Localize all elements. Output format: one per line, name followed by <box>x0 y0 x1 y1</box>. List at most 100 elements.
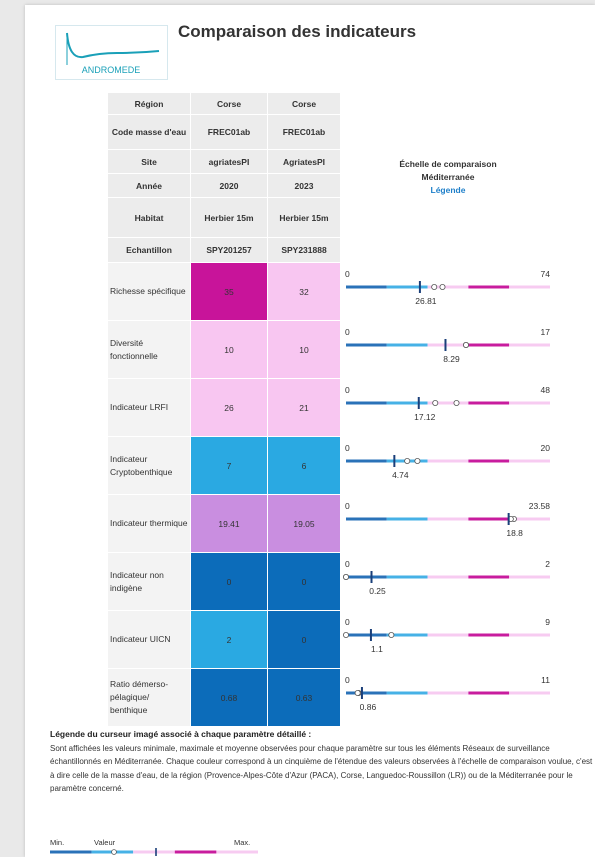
scale-segment <box>216 850 258 854</box>
indicator-value: 0 <box>267 610 341 669</box>
scale-segment <box>386 401 428 405</box>
header-value: 2020 <box>190 173 268 198</box>
scale-segment <box>509 633 550 637</box>
indicator-value: 0.63 <box>267 668 341 727</box>
scale-cell: 0 17 8.29 <box>340 320 556 379</box>
scale-max: 17 <box>541 327 551 337</box>
indicator-value: 35 <box>190 262 268 321</box>
legend-text: Sont affichées les valeurs minimale, max… <box>50 743 593 794</box>
value-marker <box>432 399 439 406</box>
mean-label: 18.8 <box>506 528 523 538</box>
scale: 0 48 17.12 <box>345 385 551 422</box>
indicator-value: 19.05 <box>267 494 341 553</box>
indicator-value: 0.68 <box>190 668 268 727</box>
scale-max: 23.58 <box>529 501 551 511</box>
scale-segment <box>386 575 428 579</box>
scale-min: 0 <box>345 559 350 569</box>
scale-segment <box>427 517 469 521</box>
indicator-label: Indicateur LRFI <box>107 378 191 437</box>
indicator-label: Indicateur thermique <box>107 494 191 553</box>
value-marker <box>354 689 361 696</box>
indicator-value: 19.41 <box>190 494 268 553</box>
value-marker <box>343 573 349 580</box>
scale-segment <box>427 575 469 579</box>
table-body: Région Corse Corse Échelle de comparaison Mé… <box>107 92 556 727</box>
scale-min: 0 <box>345 269 350 279</box>
scale-cell: 0 23.58 18.8 <box>340 494 556 553</box>
scale-title: Échelle de comparaison <box>399 159 497 169</box>
comparison-table: Région Corse Corse Échelle de comparaison Mé… <box>107 92 556 727</box>
logo-text: ANDROMEDE <box>82 65 141 75</box>
mini-label: Valeur <box>94 838 116 847</box>
mean-label: 0.86 <box>360 702 377 712</box>
scale-cell: 0 48 17.12 <box>340 378 556 437</box>
scale: 0 23.58 18.8 <box>345 501 551 538</box>
value-marker <box>439 283 446 290</box>
scale-max: 48 <box>541 385 551 395</box>
value-marker <box>463 341 470 348</box>
scale-cell: 0 11 0.86 <box>340 668 556 727</box>
indicator-value: 32 <box>267 262 341 321</box>
scale: 0 91.1 <box>343 617 550 654</box>
scale-segment <box>468 633 510 637</box>
mean-label: 1.1 <box>371 644 383 654</box>
scale-segment <box>50 850 92 854</box>
indicator-row: Indicateur thermique 19.41 19.05 0 23.58 18.8 <box>107 494 556 553</box>
indicator-value: 6 <box>267 436 341 495</box>
scale-cell: 0 20 4.74 <box>340 436 556 495</box>
legend-link[interactable]: Légende <box>430 185 466 195</box>
scale-min: 0 <box>345 501 350 511</box>
scale-cell: 0 2 0.25 <box>340 552 556 611</box>
scale-segment <box>427 691 469 695</box>
indicator-row: Indicateur Cryptobenthique 7 6 0 20 4.74 <box>107 436 556 495</box>
header-value: agriatesPI <box>190 149 268 174</box>
header-row: Site agriatesPI AgriatesPI <box>107 149 556 174</box>
indicator-label: Diversité fonctionnelle <box>107 320 191 379</box>
scale: 0 74 26.81 <box>345 269 550 306</box>
scale-min: 0 <box>345 443 350 453</box>
scale-max: 9 <box>545 617 550 627</box>
value-marker <box>414 457 421 464</box>
scale-segment <box>386 691 428 695</box>
mini-label: Max. <box>234 838 250 847</box>
scale-segment <box>509 285 550 289</box>
scale-cell: 0 9 1.1 <box>340 610 556 669</box>
scale: 0 11 0.86 <box>345 675 550 712</box>
mean-label: 26.81 <box>415 296 437 306</box>
header-row: Code masse d'eau FREC01ab FREC01ab <box>107 114 556 150</box>
scale-segment <box>427 343 469 347</box>
header-label: Année <box>107 173 191 198</box>
scale-segment <box>468 285 510 289</box>
scale-segment <box>468 343 510 347</box>
scale-segment <box>386 285 428 289</box>
scale-segment <box>346 633 387 637</box>
scale-segment <box>509 459 550 463</box>
scale-max: 20 <box>541 443 551 453</box>
value-marker <box>431 283 438 290</box>
scale-min: 0 <box>345 327 350 337</box>
value-marker <box>453 399 460 406</box>
value-marker <box>404 457 411 464</box>
scale-segment <box>386 517 428 521</box>
header-value: Herbier 15m <box>267 197 341 238</box>
scale-segment <box>509 691 550 695</box>
header-label: Code masse d'eau <box>107 114 191 150</box>
header-value: AgriatesPI <box>267 149 341 174</box>
scale-segment <box>468 517 510 521</box>
header-value: Corse <box>190 92 268 115</box>
scale-segment <box>468 575 510 579</box>
indicator-value: 21 <box>267 378 341 437</box>
scale-segment <box>509 401 550 405</box>
scale-segment <box>346 575 387 579</box>
scale-segment <box>427 459 469 463</box>
indicator-row: Ratio démerso-pélagique/ benthique 0.68 0.… <box>107 668 556 727</box>
header-value: SPY231888 <box>267 237 341 263</box>
scale-min: 0 <box>345 617 350 627</box>
scale-segment <box>468 401 510 405</box>
scale: 0 20.25 <box>343 559 550 596</box>
scale-segment <box>174 850 217 854</box>
scale-segment <box>468 459 510 463</box>
scale-segment <box>386 343 428 347</box>
mean-label: 8.29 <box>443 354 460 364</box>
mean-label: 0.25 <box>369 586 386 596</box>
